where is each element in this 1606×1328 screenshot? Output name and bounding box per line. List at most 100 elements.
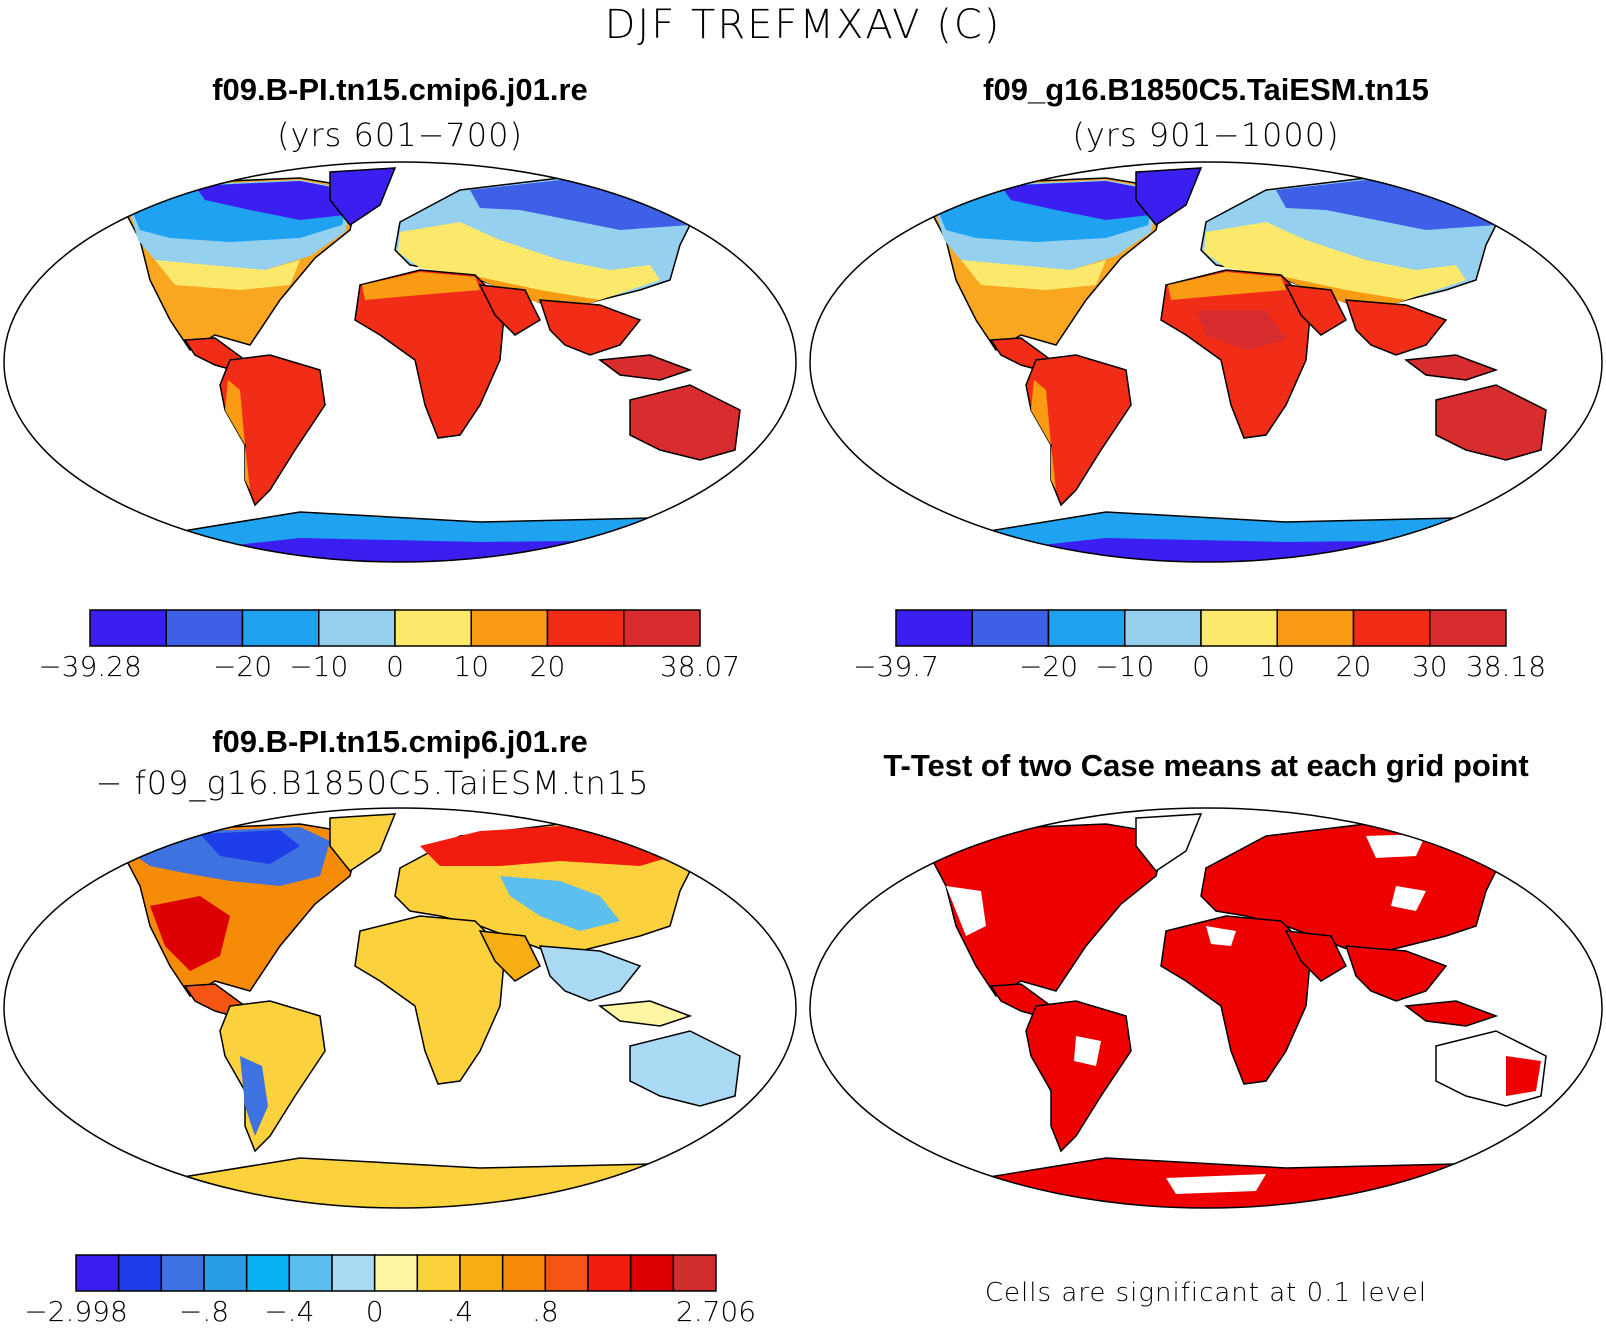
- north-america-insignificant: [946, 886, 986, 936]
- colorbar-segment: [1124, 609, 1202, 647]
- north-africa-band: [1168, 272, 1286, 300]
- south-america: [1025, 354, 1132, 507]
- panel3-subtitle: − f09_g16.B1850C5.TaiESM.tn15: [95, 764, 650, 802]
- colorbar-tick-label: 20: [529, 650, 566, 683]
- colorbar-case2: [895, 609, 1507, 647]
- colorbar-tick-label: −39.28: [38, 650, 142, 683]
- eurasia-warm-band: [398, 222, 660, 300]
- eurasia-hot-band: [1276, 275, 1406, 310]
- south-america-insignificant: [1074, 1036, 1101, 1066]
- colorbar-difference: [75, 1254, 717, 1292]
- africa: [354, 915, 506, 1085]
- eurasia-warm-band: [1204, 222, 1466, 300]
- panel1-title: f09.B-PI.tn15.cmip6.j01.re: [212, 72, 588, 107]
- colorbar-segment: [1429, 609, 1507, 647]
- arabia: [478, 930, 541, 982]
- australia: [1435, 384, 1547, 461]
- colorbar-segment: [117, 1254, 163, 1292]
- colorbar-segment: [288, 1254, 333, 1292]
- north-america-coldest-band: [195, 181, 352, 220]
- arabia: [478, 284, 541, 336]
- colorbar-segment: [544, 1254, 589, 1292]
- india-se-asia: [1344, 299, 1448, 356]
- colorbar-tick-label: 0: [365, 1295, 384, 1328]
- colorbar-tick-label: 38.18: [1465, 650, 1547, 683]
- colorbar-tick-label: 2.706: [675, 1295, 757, 1328]
- colorbar-tick-label: 30: [1411, 650, 1448, 683]
- colorbar-segment: [373, 1254, 419, 1292]
- australia-significant: [1506, 1056, 1541, 1096]
- colorbar-segment: [394, 609, 472, 647]
- africa-insignificant: [1206, 926, 1236, 946]
- colorbar-segment: [587, 1254, 632, 1292]
- australia: [629, 384, 741, 461]
- panel1-subtitle: (yrs 601−700): [277, 116, 523, 154]
- greenland: [329, 813, 397, 873]
- north-america-warm-anomaly: [150, 896, 230, 971]
- antarctica: [138, 1157, 702, 1208]
- colorbar-tick-label: 10: [453, 650, 490, 683]
- south-america-significant: [1025, 1000, 1132, 1153]
- colorbar-tick-label: .8: [531, 1295, 559, 1328]
- colorbar-tick-label: −.8: [178, 1295, 230, 1328]
- colorbar-tick-label: −20: [1018, 650, 1079, 683]
- colorbar-segment: [245, 1254, 291, 1292]
- colorbar-segment: [160, 1254, 205, 1292]
- eurasia-cool-anomaly: [500, 876, 620, 931]
- colorbar-segment: [623, 609, 701, 647]
- colorbar-tick-label: 10: [1259, 650, 1296, 683]
- map-ttest: [809, 807, 1603, 1209]
- south-america: [219, 354, 326, 507]
- map-boundary: [3, 807, 797, 1209]
- andes-band: [225, 380, 250, 490]
- colorbar-segment: [331, 1254, 376, 1292]
- greenland: [329, 167, 397, 227]
- arabia: [1284, 284, 1347, 336]
- india-se-asia: [538, 945, 642, 1002]
- colorbar-segment: [1276, 609, 1355, 647]
- eurasia-hot-band: [470, 275, 600, 310]
- panel4-note: Cells are significant at 0.1 level: [984, 1278, 1428, 1308]
- colorbar-segment: [459, 1254, 504, 1292]
- north-america-strong-cool-anomaly: [200, 830, 300, 864]
- andes-band: [1031, 380, 1056, 490]
- colorbar-segment: [895, 609, 973, 647]
- panel2-subtitle: (yrs 901−1000): [1072, 116, 1340, 154]
- colorbar-segment: [89, 609, 167, 647]
- india-se-asia: [1344, 945, 1448, 1002]
- africa-significant: [1160, 915, 1312, 1085]
- eurasia-warm-anomaly: [420, 826, 690, 866]
- colorbar-case1: [89, 609, 701, 647]
- colorbar-segment: [203, 1254, 248, 1292]
- australia: [629, 1030, 741, 1107]
- colorbar-tick-label: 0: [386, 650, 404, 683]
- south-america: [219, 1000, 326, 1153]
- antarctica-insignificant: [1166, 1174, 1266, 1194]
- colorbar-segment: [241, 609, 320, 647]
- colorbar-segment: [971, 609, 1050, 647]
- indonesia: [598, 354, 693, 381]
- panel2-title: f09_g16.B1850C5.TaiESM.tn15: [983, 72, 1429, 107]
- indonesia: [1404, 1000, 1499, 1027]
- colorbar-tick-label: −20: [212, 650, 273, 683]
- map-boundary: [3, 161, 797, 563]
- colorbar-segment: [1200, 609, 1278, 647]
- indonesia: [598, 1000, 693, 1027]
- north-america-warm-band: [961, 260, 1106, 290]
- indonesia: [1404, 354, 1499, 381]
- colorbar-tick-label: 0: [1192, 650, 1210, 683]
- africa: [354, 269, 506, 439]
- panel4-title: T-Test of two Case means at each grid po…: [883, 748, 1529, 783]
- central-africa-hot: [1196, 310, 1286, 350]
- colorbar-segment: [318, 609, 396, 647]
- south-america-cool-anomaly: [240, 1056, 268, 1136]
- colorbar-segment: [470, 609, 549, 647]
- colorbar-segment: [629, 1254, 675, 1292]
- map-case2: [809, 161, 1603, 563]
- colorbar-segment: [672, 1254, 717, 1292]
- map-difference: [3, 807, 797, 1209]
- colorbar-segment: [546, 609, 625, 647]
- panel3-title: f09.B-PI.tn15.cmip6.j01.re: [212, 724, 588, 759]
- colorbar-segment: [1352, 609, 1431, 647]
- north-africa-band: [362, 272, 480, 300]
